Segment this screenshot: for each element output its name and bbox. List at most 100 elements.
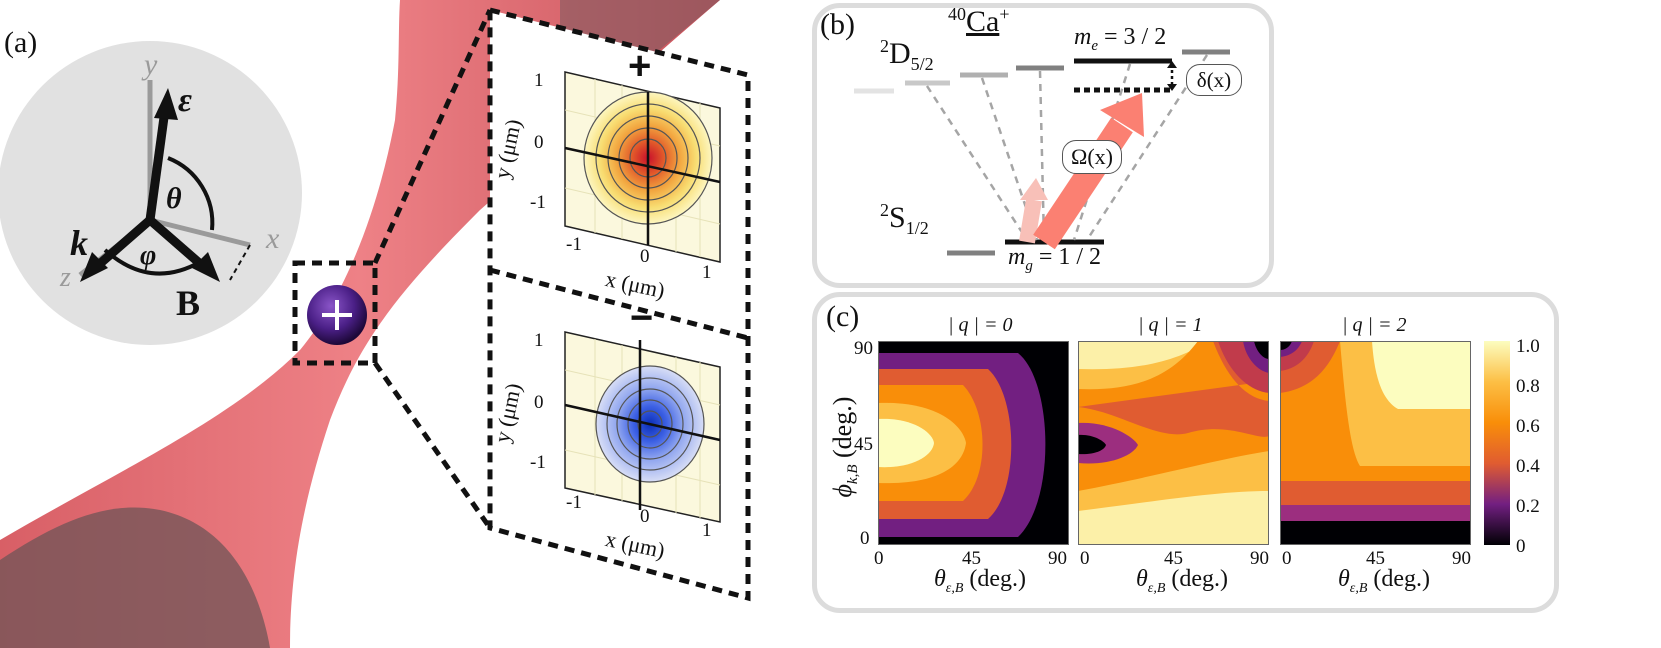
inset1-xtick-left: -1	[566, 234, 582, 255]
zoom-indicator	[292, 8, 493, 530]
hm0-xlabel-sub: ε,B	[945, 580, 964, 596]
q2-band-0.0	[1280, 521, 1471, 545]
hm2-xlabel-unit: (deg.)	[1373, 566, 1431, 592]
heatmap-q2	[1280, 341, 1471, 545]
inset1-xtick-right: 1	[702, 262, 712, 283]
inset1-ytick-bottom: -1	[530, 192, 546, 213]
theta-angle-label: θ	[166, 182, 182, 215]
hm0-xlabel-base: θ	[934, 566, 946, 592]
phi-angle-label: φ	[140, 240, 157, 271]
q2-band-0.5	[1280, 481, 1471, 505]
d-level-multiplicity: 2	[880, 36, 889, 56]
z-axis-label: z	[60, 262, 71, 293]
heatmap-q2-title: | q | = 2	[1342, 314, 1407, 336]
hm0-xlabel: θε,B (deg.)	[934, 566, 1026, 597]
y-axis-label: y	[144, 48, 158, 81]
inset-minus-sign: −	[630, 296, 654, 340]
hm0-xlabel-unit: (deg.)	[969, 566, 1027, 592]
heatmap-q0-title: | q | = 0	[948, 314, 1013, 336]
ion	[307, 285, 367, 345]
ylabel-unit: (deg.)	[827, 396, 857, 458]
x-axis-label: x	[266, 222, 280, 255]
mg-value: = 1 / 2	[1038, 244, 1102, 270]
inset-plot-minus	[564, 331, 721, 523]
hm1-xtick-0: 0	[1080, 548, 1090, 569]
inset2-ytick-bottom: -1	[530, 452, 546, 473]
inset-plus-sign: +	[628, 44, 652, 88]
inset1-ytick-top: 1	[534, 70, 544, 91]
me-symbol: m	[1074, 24, 1092, 50]
inset2-xtick-right: 1	[702, 520, 712, 541]
hm1-xtick-45: 45	[1164, 548, 1183, 569]
q1-region-0.4	[1078, 341, 1269, 437]
q1-region-0.0-left	[1078, 434, 1106, 455]
heatmap-ytick-45: 45	[854, 434, 873, 455]
mg-label: mg = 1 / 2	[1008, 244, 1101, 275]
heatmap-ytick-0: 0	[860, 528, 870, 549]
panel-b-label: (b)	[820, 8, 855, 41]
me-label: me = 3 / 2	[1074, 24, 1166, 55]
hm2-xlabel-base: θ	[1338, 566, 1350, 592]
hm1-xlabel-unit: (deg.)	[1171, 566, 1229, 592]
heatmap-ytick-90: 90	[854, 338, 873, 359]
hm2-xtick-45: 45	[1366, 548, 1385, 569]
coordinate-sphere	[0, 41, 302, 345]
heatmap-q1-title: | q | = 1	[1138, 314, 1203, 336]
hm1-xlabel-base: θ	[1136, 566, 1148, 592]
colorbar-tick-0.8: 0.8	[1516, 376, 1540, 397]
me-subscript: e	[1091, 37, 1099, 54]
hm2-xlabel: θε,B (deg.)	[1338, 566, 1430, 597]
s-level-label: 2S1/2	[880, 200, 929, 239]
hm1-xtick-90: 90	[1250, 548, 1269, 569]
mg-subscript: g	[1025, 257, 1033, 274]
s-level-j: 1/2	[905, 218, 929, 238]
hm0-xtick-90: 90	[1048, 548, 1067, 569]
inset2-xtick-mid: 0	[640, 506, 650, 527]
d-level-j: 5/2	[910, 54, 934, 74]
d-level-label: 2D5/2	[880, 36, 934, 75]
panel-a-figure	[0, 0, 751, 648]
heatmap-ylabel: ϕk,B (deg.)	[828, 382, 862, 512]
s-level-term: S	[889, 201, 906, 234]
me-value: = 3 / 2	[1104, 24, 1167, 50]
q2-region-1.0	[1372, 341, 1471, 409]
inset-plot-plus	[564, 71, 721, 263]
hm2-xlabel-sub: ε,B	[1349, 580, 1368, 596]
colorbar-tick-0.6: 0.6	[1516, 416, 1540, 437]
b-field-label: B	[176, 283, 201, 323]
k-vector-label: k	[70, 223, 88, 263]
ion-charge: +	[999, 4, 1010, 24]
ylabel-sub: k,B	[845, 464, 862, 485]
inset2-ytick-mid: 0	[534, 392, 544, 413]
detuning-label: δ(x)	[1186, 64, 1242, 96]
colorbar	[1484, 341, 1510, 545]
q1-region-0.0-top	[1254, 341, 1269, 359]
ylabel-base: ϕ	[827, 484, 857, 498]
inset1-xtick-mid: 0	[640, 246, 650, 267]
inset2-xtick-left: -1	[566, 492, 582, 513]
hm0-xtick-45: 45	[962, 548, 981, 569]
s-level-multiplicity: 2	[880, 200, 889, 220]
ion-mass-number: 40	[948, 4, 966, 24]
colorbar-tick-1.0: 1.0	[1516, 336, 1540, 357]
colorbar-tick-0.4: 0.4	[1516, 456, 1540, 477]
hm1-xlabel: θε,B (deg.)	[1136, 566, 1228, 597]
d-level-term: D	[889, 37, 911, 70]
heatmap-q0	[878, 341, 1069, 545]
rabi-frequency-label: Ω(x)	[1062, 140, 1122, 174]
colorbar-tick-0.2: 0.2	[1516, 496, 1540, 517]
ion-element: Ca	[966, 5, 1000, 38]
mg-symbol: m	[1008, 244, 1026, 270]
epsilon-vector-label: ε	[178, 82, 192, 119]
hm2-xtick-0: 0	[1282, 548, 1292, 569]
panel-a-label: (a)	[4, 26, 38, 59]
hm1-xlabel-sub: ε,B	[1147, 580, 1166, 596]
ion-species-label: 40Ca+	[948, 4, 1009, 39]
colorbar-tick-0: 0	[1516, 536, 1526, 557]
q0-region-1.0	[878, 418, 934, 468]
heatmap-q1	[1078, 341, 1269, 545]
hm2-xtick-90: 90	[1452, 548, 1471, 569]
inset2-ytick-top: 1	[534, 330, 544, 351]
q1-region-0.3	[1078, 422, 1138, 464]
q2-region-0.0-top	[1280, 341, 1292, 350]
